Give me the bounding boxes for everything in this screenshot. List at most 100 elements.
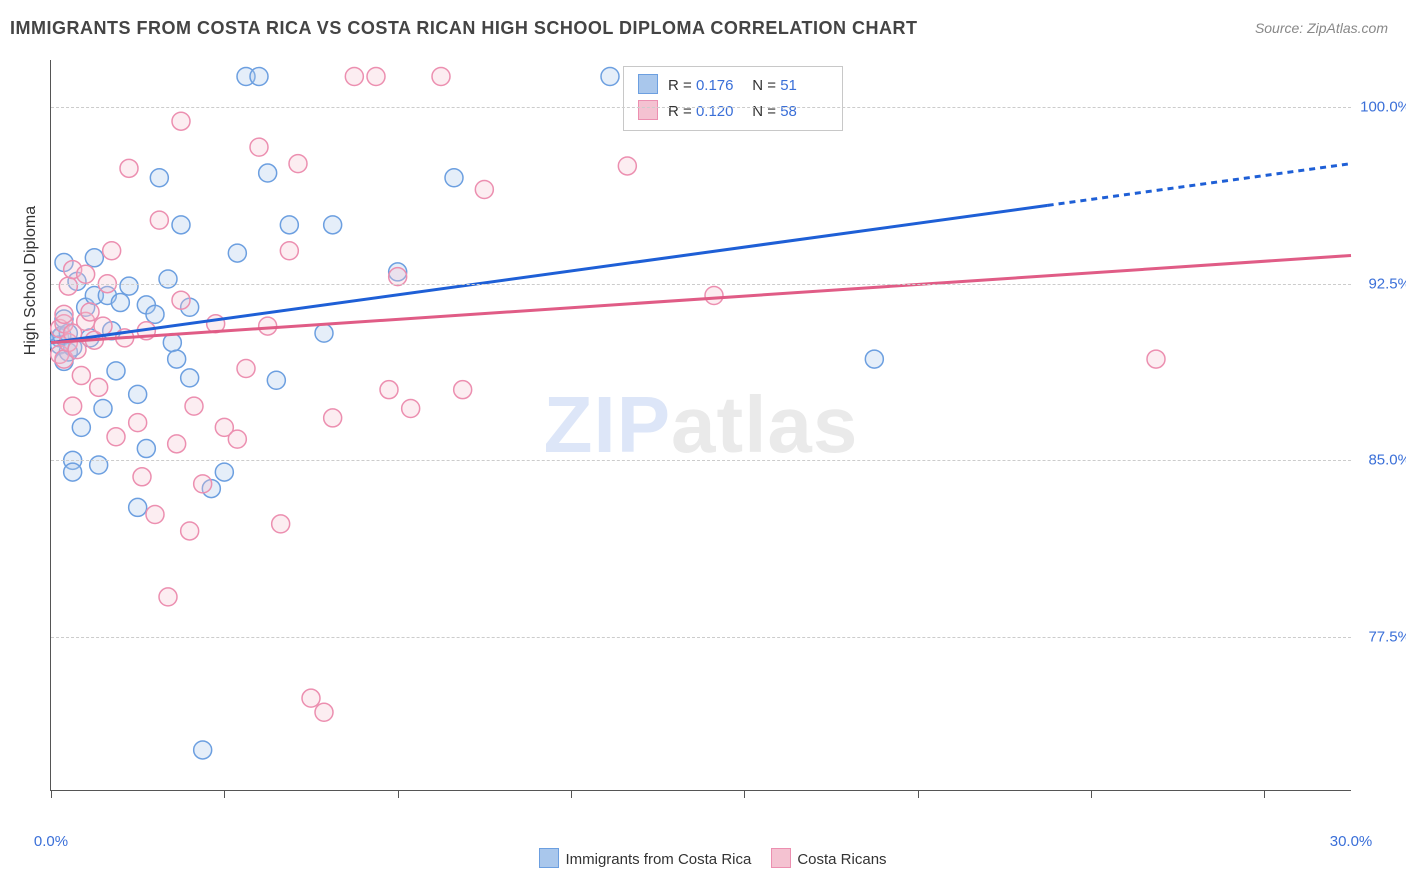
scatter-point-immigrants xyxy=(280,216,298,234)
legend-r-label: R = xyxy=(668,103,696,120)
legend-r-value-costa_ricans: 0.120 xyxy=(696,99,744,125)
scatter-point-costa_ricans xyxy=(77,265,95,283)
series-legend: Immigrants from Costa Rica Costa Ricans xyxy=(0,848,1406,868)
trend-line-immigrants xyxy=(51,205,1048,342)
xtick xyxy=(918,790,919,798)
legend-swatch-immigrants xyxy=(638,74,658,94)
plot-area: ZIPatlas R = 0.176 N = 51R = 0.120 N = 5… xyxy=(50,60,1351,791)
scatter-point-immigrants xyxy=(107,362,125,380)
scatter-point-costa_ricans xyxy=(68,341,86,359)
scatter-point-immigrants xyxy=(137,440,155,458)
scatter-point-costa_ricans xyxy=(103,242,121,260)
scatter-point-immigrants xyxy=(324,216,342,234)
scatter-point-immigrants xyxy=(181,369,199,387)
xtick xyxy=(224,790,225,798)
scatter-point-immigrants xyxy=(215,463,233,481)
scatter-point-immigrants xyxy=(120,277,138,295)
xtick xyxy=(1264,790,1265,798)
legend-n-value-costa_ricans: 58 xyxy=(780,99,828,125)
scatter-point-costa_ricans xyxy=(72,367,90,385)
trend-line-immigrants-dashed xyxy=(1048,164,1351,206)
scatter-point-costa_ricans xyxy=(315,703,333,721)
scatter-point-costa_ricans xyxy=(618,157,636,175)
scatter-svg xyxy=(51,60,1351,790)
legend-r-label: R = xyxy=(668,77,696,94)
source-attribution: Source: ZipAtlas.com xyxy=(1255,20,1388,36)
scatter-point-immigrants xyxy=(72,418,90,436)
scatter-point-immigrants xyxy=(129,385,147,403)
scatter-point-immigrants xyxy=(267,371,285,389)
legend-swatch-costa_ricans xyxy=(638,100,658,120)
scatter-point-costa_ricans xyxy=(237,359,255,377)
scatter-point-immigrants xyxy=(228,244,246,262)
scatter-point-costa_ricans xyxy=(228,430,246,448)
gridline xyxy=(51,637,1351,638)
scatter-point-costa_ricans xyxy=(259,317,277,335)
scatter-point-costa_ricans xyxy=(107,428,125,446)
scatter-point-immigrants xyxy=(159,270,177,288)
xtick xyxy=(744,790,745,798)
scatter-point-costa_ricans xyxy=(146,505,164,523)
legend-n-label: N = xyxy=(752,77,780,94)
scatter-point-costa_ricans xyxy=(289,155,307,173)
scatter-point-immigrants xyxy=(90,456,108,474)
bottom-legend-swatch-costa_ricans xyxy=(771,848,791,868)
scatter-point-costa_ricans xyxy=(367,67,385,85)
scatter-point-costa_ricans xyxy=(402,400,420,418)
bottom-legend-label-costa_ricans: Costa Ricans xyxy=(797,851,886,868)
scatter-point-costa_ricans xyxy=(133,468,151,486)
legend-n-value-immigrants: 51 xyxy=(780,73,828,99)
scatter-point-immigrants xyxy=(64,463,82,481)
ytick-label: 77.5% xyxy=(1356,628,1406,645)
scatter-point-costa_ricans xyxy=(150,211,168,229)
scatter-point-costa_ricans xyxy=(81,303,99,321)
trend-line-costa_ricans xyxy=(51,255,1351,342)
scatter-point-costa_ricans xyxy=(454,381,472,399)
scatter-point-immigrants xyxy=(194,741,212,759)
scatter-point-immigrants xyxy=(250,67,268,85)
scatter-point-costa_ricans xyxy=(55,305,73,323)
chart-container: IMMIGRANTS FROM COSTA RICA VS COSTA RICA… xyxy=(0,0,1406,892)
scatter-point-costa_ricans xyxy=(1147,350,1165,368)
bottom-legend-label-immigrants: Immigrants from Costa Rica xyxy=(565,851,751,868)
chart-title: IMMIGRANTS FROM COSTA RICA VS COSTA RICA… xyxy=(10,18,917,39)
scatter-point-costa_ricans xyxy=(272,515,290,533)
scatter-point-immigrants xyxy=(94,400,112,418)
xtick xyxy=(571,790,572,798)
scatter-point-immigrants xyxy=(111,294,129,312)
scatter-point-costa_ricans xyxy=(302,689,320,707)
y-axis-label: High School Diploma xyxy=(22,206,40,355)
correlation-legend: R = 0.176 N = 51R = 0.120 N = 58 xyxy=(623,66,843,131)
scatter-point-costa_ricans xyxy=(324,409,342,427)
xtick xyxy=(398,790,399,798)
scatter-point-costa_ricans xyxy=(475,181,493,199)
scatter-point-immigrants xyxy=(172,216,190,234)
scatter-point-immigrants xyxy=(150,169,168,187)
scatter-point-immigrants xyxy=(129,498,147,516)
scatter-point-costa_ricans xyxy=(168,435,186,453)
legend-r-value-immigrants: 0.176 xyxy=(696,73,744,99)
scatter-point-immigrants xyxy=(445,169,463,187)
scatter-point-costa_ricans xyxy=(380,381,398,399)
legend-n-label: N = xyxy=(752,103,780,120)
scatter-point-costa_ricans xyxy=(194,475,212,493)
scatter-point-immigrants xyxy=(259,164,277,182)
scatter-point-immigrants xyxy=(865,350,883,368)
legend-row-costa_ricans: R = 0.120 N = 58 xyxy=(638,99,828,125)
ytick-label: 92.5% xyxy=(1356,275,1406,292)
scatter-point-costa_ricans xyxy=(250,138,268,156)
scatter-point-costa_ricans xyxy=(59,277,77,295)
scatter-point-immigrants xyxy=(601,67,619,85)
scatter-point-costa_ricans xyxy=(345,67,363,85)
scatter-point-immigrants xyxy=(146,305,164,323)
bottom-legend-swatch-immigrants xyxy=(539,848,559,868)
scatter-point-costa_ricans xyxy=(90,378,108,396)
xtick xyxy=(51,790,52,798)
xtick xyxy=(1091,790,1092,798)
ytick-label: 85.0% xyxy=(1356,452,1406,469)
ytick-label: 100.0% xyxy=(1356,99,1406,116)
scatter-point-immigrants xyxy=(315,324,333,342)
scatter-point-costa_ricans xyxy=(120,159,138,177)
scatter-point-costa_ricans xyxy=(185,397,203,415)
legend-row-immigrants: R = 0.176 N = 51 xyxy=(638,73,828,99)
